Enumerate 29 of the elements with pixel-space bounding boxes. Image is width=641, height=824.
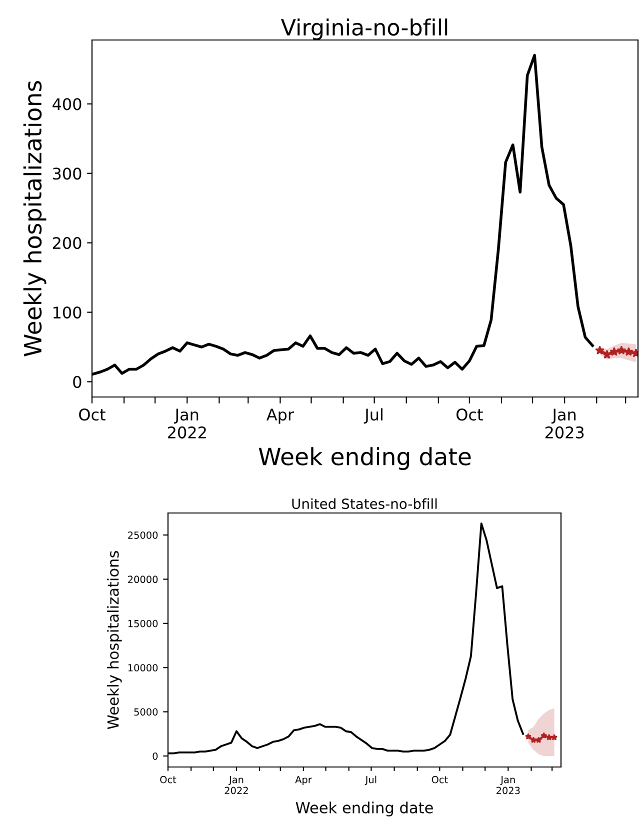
x-tick-label: Jan 2023 — [545, 408, 584, 438]
y-tick-label: 25000 — [128, 531, 158, 539]
x-tick-label: Jan 2023 — [496, 776, 520, 794]
y-tick-label: 400 — [52, 98, 82, 110]
chart-title: United States-no-bfill — [292, 498, 437, 510]
x-axis-title: Week ending date — [258, 447, 471, 470]
x-tick-label: Jan 2022 — [224, 776, 248, 794]
y-tick-label: 0 — [152, 752, 158, 760]
y-tick-label: 100 — [54, 306, 82, 319]
y-axis-title: Weekly hospitalizations — [107, 551, 122, 730]
x-tick-label: Jan 2022 — [168, 408, 206, 438]
x-tick-label: Oct — [432, 776, 448, 784]
x-tick-label: Oct — [79, 408, 106, 421]
x-axis-title: Week ending date — [296, 802, 433, 816]
y-tick-label: 20000 — [128, 576, 158, 584]
y-tick-label: 200 — [52, 237, 82, 250]
chart-title: Virginia-no-bfill — [280, 18, 448, 40]
y-tick-label: 15000 — [128, 620, 158, 628]
x-tick-label: Apr — [266, 408, 294, 424]
x-tick-label: Jul — [364, 408, 382, 424]
x-tick-label: Oct — [160, 776, 176, 784]
y-tick-label: 0 — [73, 376, 82, 388]
x-tick-label: Oct — [456, 408, 483, 421]
x-tick-label: Jul — [364, 776, 376, 786]
x-tick-label: Apr — [295, 776, 312, 786]
y-tick-label: 5000 — [134, 708, 158, 716]
y-axis-title: Weekly hospitalizations — [23, 81, 46, 356]
y-tick-label: 300 — [53, 168, 82, 180]
y-tick-label: 10000 — [128, 664, 158, 672]
